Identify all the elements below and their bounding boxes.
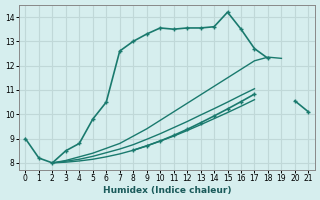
- X-axis label: Humidex (Indice chaleur): Humidex (Indice chaleur): [103, 186, 231, 195]
